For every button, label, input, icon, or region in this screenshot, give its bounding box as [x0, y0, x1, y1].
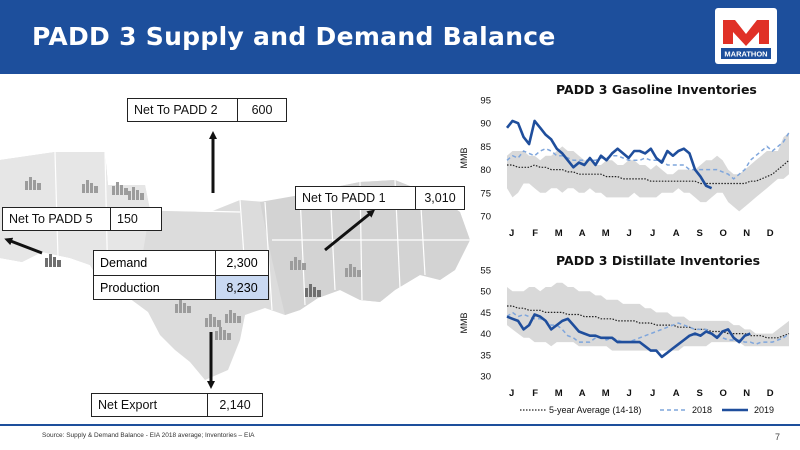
- legend-avg: 5-year Average (14-18): [520, 405, 641, 415]
- series-2019: [505, 119, 713, 190]
- x-tick-label: J: [509, 228, 514, 239]
- x-tick-label: A: [673, 388, 680, 399]
- x-tick-label: S: [697, 228, 703, 239]
- page-number: 7: [775, 432, 781, 442]
- x-tick-label: A: [579, 228, 586, 239]
- y-tick-label: 70: [480, 212, 491, 223]
- x-tick-label: J: [650, 228, 655, 239]
- arrow-to-padd1: [324, 209, 376, 252]
- distillate-chart-title: PADD 3 Distillate Inventories: [556, 253, 761, 268]
- source-note: Source: Supply & Demand Balance - EIA 20…: [42, 432, 255, 439]
- svg-text:MARATHON: MARATHON: [724, 50, 767, 59]
- legend-2018-label: 2018: [692, 405, 713, 415]
- range-band: [507, 282, 789, 351]
- flow-arrows: [4, 131, 376, 389]
- y-tick-label: 55: [480, 266, 491, 277]
- net-to-padd2-label: Net To PADD 2: [128, 99, 238, 121]
- series-2018: [506, 311, 790, 346]
- y-tick-label: 45: [480, 308, 491, 319]
- net-export-box: Net Export 2,140: [91, 393, 263, 417]
- legend-avg-label: 5-year Average (14-18): [549, 405, 642, 415]
- title-rule: [0, 74, 800, 77]
- chart-legend: 5-year Average (14-18) 2018 2019: [500, 405, 790, 419]
- demand-value: 2,300: [226, 256, 258, 270]
- y-tick-label: 90: [480, 119, 491, 130]
- arrow-to-padd5: [4, 237, 43, 255]
- legend-2019-label: 2019: [754, 405, 775, 415]
- production-row: Production 8,230: [94, 275, 268, 299]
- x-tick-label: F: [532, 228, 538, 239]
- demand-label: Demand: [94, 251, 216, 275]
- x-tick-label: O: [720, 388, 727, 399]
- net-export-label: Net Export: [92, 394, 208, 416]
- x-tick-label: M: [555, 388, 563, 399]
- refinery-icons: [25, 177, 361, 340]
- gasoline-chart-title: PADD 3 Gasoline Inventories: [556, 82, 757, 97]
- x-tick-label: J: [627, 228, 632, 239]
- legend-2019: 2019: [722, 405, 774, 415]
- y-tick-label: 30: [480, 372, 491, 383]
- net-to-padd2-value: 600: [251, 103, 273, 117]
- x-tick-label: J: [650, 388, 655, 399]
- net-to-padd2-box: Net To PADD 2 600: [127, 98, 287, 122]
- production-label: Production: [94, 276, 216, 299]
- x-tick-label: D: [767, 228, 774, 239]
- y-tick-label: 95: [480, 96, 491, 107]
- x-tick-label: M: [602, 388, 610, 399]
- x-tick-label: F: [532, 388, 538, 399]
- legend-avg-swatch: [520, 409, 546, 411]
- y-tick-label: 50: [480, 287, 491, 298]
- net-to-padd1-value: 3,010: [424, 191, 456, 205]
- y-tick-label: 40: [480, 329, 491, 340]
- net-to-padd1-box: Net To PADD 1 3,010: [295, 186, 465, 210]
- title-bar: PADD 3 Supply and Demand Balance MARATHO…: [0, 0, 800, 74]
- footer-rule: [0, 424, 800, 426]
- demand-row: Demand 2,300: [94, 251, 268, 275]
- page-title: PADD 3 Supply and Demand Balance: [32, 22, 556, 51]
- x-tick-label: A: [673, 228, 680, 239]
- net-to-padd5-label: Net To PADD 5: [3, 208, 111, 230]
- y-tick-label: 85: [480, 142, 491, 153]
- legend-2019-swatch: [722, 408, 748, 412]
- x-tick-label: M: [602, 228, 610, 239]
- series-2019: [506, 313, 751, 359]
- legend-2018-swatch: [660, 409, 686, 411]
- x-tick-label: S: [697, 388, 703, 399]
- x-tick-label: M: [555, 228, 563, 239]
- gasoline-inventory-chart: 70 75 80 85 90 95 MMB J F M A M J J A S O N D: [459, 96, 790, 239]
- y-axis-label: MMB: [459, 313, 469, 334]
- x-tick-label: N: [743, 228, 750, 239]
- series-2018: [506, 132, 790, 180]
- demand-production-table: Demand 2,300 Production 8,230: [93, 250, 269, 300]
- x-tick-label: J: [627, 388, 632, 399]
- series-5yr-average: [507, 159, 790, 185]
- production-value: 8,230: [216, 276, 268, 299]
- net-to-padd1-label: Net To PADD 1: [296, 187, 416, 209]
- legend-2018: 2018: [660, 405, 712, 415]
- range-band: [507, 132, 789, 212]
- distillate-inventory-chart: 30 35 40 45 50 55 MMB J F M A M J J A S O N D: [459, 266, 790, 399]
- net-to-padd5-value: 150: [117, 212, 138, 226]
- y-tick-label: 75: [480, 188, 491, 199]
- net-to-padd5-box: Net To PADD 5 150: [2, 207, 162, 231]
- y-tick-label: 35: [480, 350, 491, 361]
- x-tick-label: D: [767, 388, 774, 399]
- x-tick-label: N: [743, 388, 750, 399]
- x-tick-label: A: [579, 388, 586, 399]
- marathon-logo: MARATHON: [715, 8, 777, 64]
- x-tick-label: O: [720, 228, 727, 239]
- y-tick-label: 80: [480, 165, 491, 176]
- y-axis-label: MMB: [459, 148, 469, 169]
- series-5yr-average: [507, 305, 790, 339]
- net-export-value: 2,140: [219, 398, 251, 412]
- x-tick-label: J: [509, 388, 514, 399]
